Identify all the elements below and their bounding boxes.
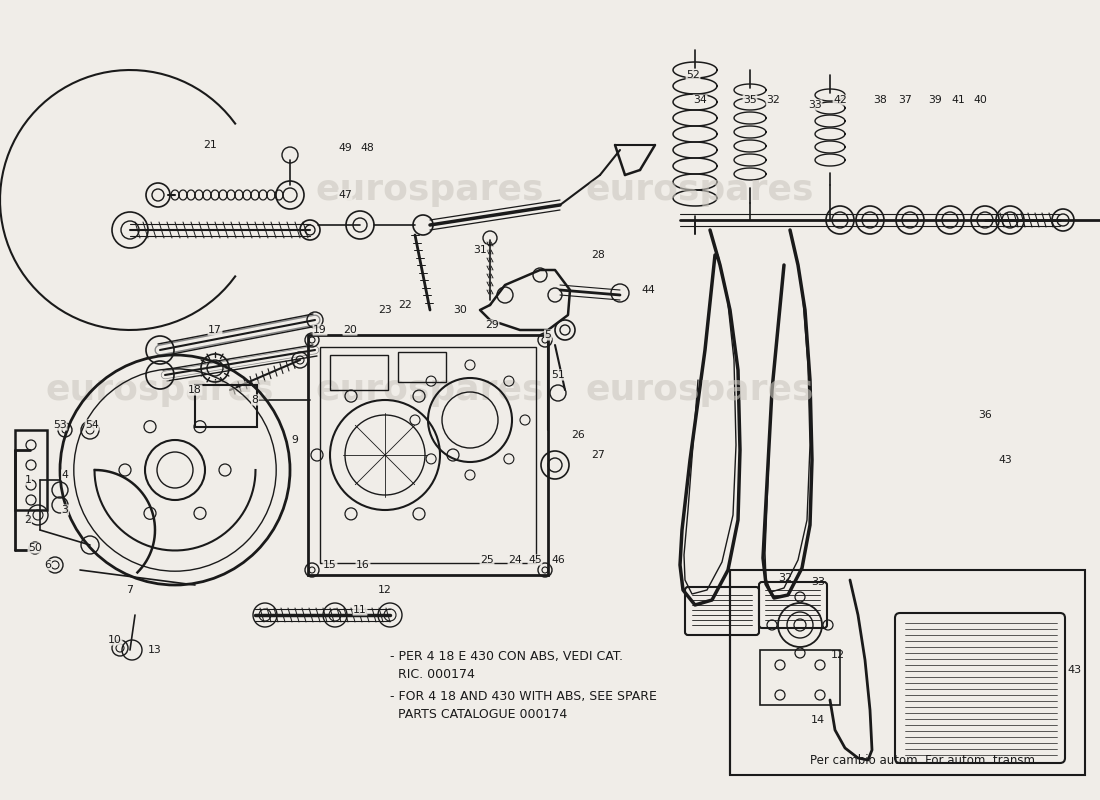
Bar bbox=[760, 650, 840, 705]
Text: 35: 35 bbox=[744, 95, 757, 105]
Text: 32: 32 bbox=[778, 573, 792, 583]
Text: 47: 47 bbox=[338, 190, 352, 200]
Text: 6: 6 bbox=[45, 560, 52, 570]
Text: 26: 26 bbox=[571, 430, 585, 440]
Text: - FOR 4 18 AND 430 WITH ABS, SEE SPARE: - FOR 4 18 AND 430 WITH ABS, SEE SPARE bbox=[390, 690, 657, 703]
Text: 45: 45 bbox=[528, 555, 542, 565]
Text: 28: 28 bbox=[591, 250, 605, 260]
Text: 11: 11 bbox=[353, 605, 367, 615]
Text: eurospares: eurospares bbox=[316, 373, 544, 407]
Text: 41: 41 bbox=[952, 95, 965, 105]
Text: 2: 2 bbox=[24, 515, 32, 525]
Text: 48: 48 bbox=[360, 143, 374, 153]
Text: 39: 39 bbox=[928, 95, 942, 105]
Text: 50: 50 bbox=[29, 543, 42, 553]
Text: 20: 20 bbox=[343, 325, 356, 335]
Text: 46: 46 bbox=[551, 555, 565, 565]
Text: 21: 21 bbox=[204, 140, 217, 150]
Text: - PER 4 18 E 430 CON ABS, VEDI CAT.: - PER 4 18 E 430 CON ABS, VEDI CAT. bbox=[390, 650, 623, 663]
Text: 49: 49 bbox=[338, 143, 352, 153]
Text: Per cambio autom. For autom. transm.: Per cambio autom. For autom. transm. bbox=[810, 754, 1038, 766]
Text: 17: 17 bbox=[208, 325, 222, 335]
Text: 36: 36 bbox=[978, 410, 992, 420]
Text: 43: 43 bbox=[1068, 665, 1082, 675]
Text: 33: 33 bbox=[808, 100, 822, 110]
Text: 23: 23 bbox=[378, 305, 392, 315]
Text: 42: 42 bbox=[833, 95, 847, 105]
Bar bbox=[308, 335, 548, 575]
Text: RIC. 000174: RIC. 000174 bbox=[390, 668, 475, 681]
Text: 43: 43 bbox=[998, 455, 1012, 465]
Text: 12: 12 bbox=[830, 650, 845, 660]
Text: 13: 13 bbox=[148, 645, 162, 655]
Text: 10: 10 bbox=[108, 635, 122, 645]
Text: 7: 7 bbox=[126, 585, 133, 595]
Text: 19: 19 bbox=[314, 325, 327, 335]
Text: 25: 25 bbox=[480, 555, 494, 565]
Text: eurospares: eurospares bbox=[46, 373, 274, 407]
Text: 29: 29 bbox=[485, 320, 499, 330]
Text: 3: 3 bbox=[62, 505, 68, 515]
Bar bbox=[320, 347, 536, 563]
Text: 8: 8 bbox=[252, 395, 258, 405]
Text: eurospares: eurospares bbox=[316, 173, 544, 207]
Text: 33: 33 bbox=[811, 577, 825, 587]
Text: 44: 44 bbox=[641, 285, 654, 295]
Text: 40: 40 bbox=[974, 95, 987, 105]
Text: 18: 18 bbox=[188, 385, 202, 395]
Text: 53: 53 bbox=[53, 420, 67, 430]
Bar bbox=[330, 355, 388, 390]
Text: 4: 4 bbox=[62, 470, 68, 480]
Text: 30: 30 bbox=[453, 305, 466, 315]
Text: 16: 16 bbox=[356, 560, 370, 570]
Bar bbox=[730, 570, 1085, 775]
Text: 15: 15 bbox=[323, 560, 337, 570]
Text: 12: 12 bbox=[378, 585, 392, 595]
Text: 51: 51 bbox=[551, 370, 565, 380]
Text: 1: 1 bbox=[24, 475, 32, 485]
Bar bbox=[195, 385, 257, 427]
Text: eurospares: eurospares bbox=[585, 173, 814, 207]
Text: 38: 38 bbox=[873, 95, 887, 105]
Text: 37: 37 bbox=[898, 95, 912, 105]
Text: 5: 5 bbox=[544, 330, 551, 340]
Text: 31: 31 bbox=[473, 245, 487, 255]
Text: 27: 27 bbox=[591, 450, 605, 460]
Bar bbox=[398, 352, 446, 382]
Text: 34: 34 bbox=[693, 95, 707, 105]
Bar bbox=[15, 430, 47, 510]
Text: 54: 54 bbox=[85, 420, 99, 430]
Text: 9: 9 bbox=[292, 435, 298, 445]
Text: 32: 32 bbox=[766, 95, 780, 105]
Text: PARTS CATALOGUE 000174: PARTS CATALOGUE 000174 bbox=[390, 708, 568, 721]
Text: 24: 24 bbox=[508, 555, 521, 565]
Text: 22: 22 bbox=[398, 300, 411, 310]
Text: 14: 14 bbox=[811, 715, 825, 725]
Text: eurospares: eurospares bbox=[585, 373, 814, 407]
Text: 52: 52 bbox=[686, 70, 700, 80]
